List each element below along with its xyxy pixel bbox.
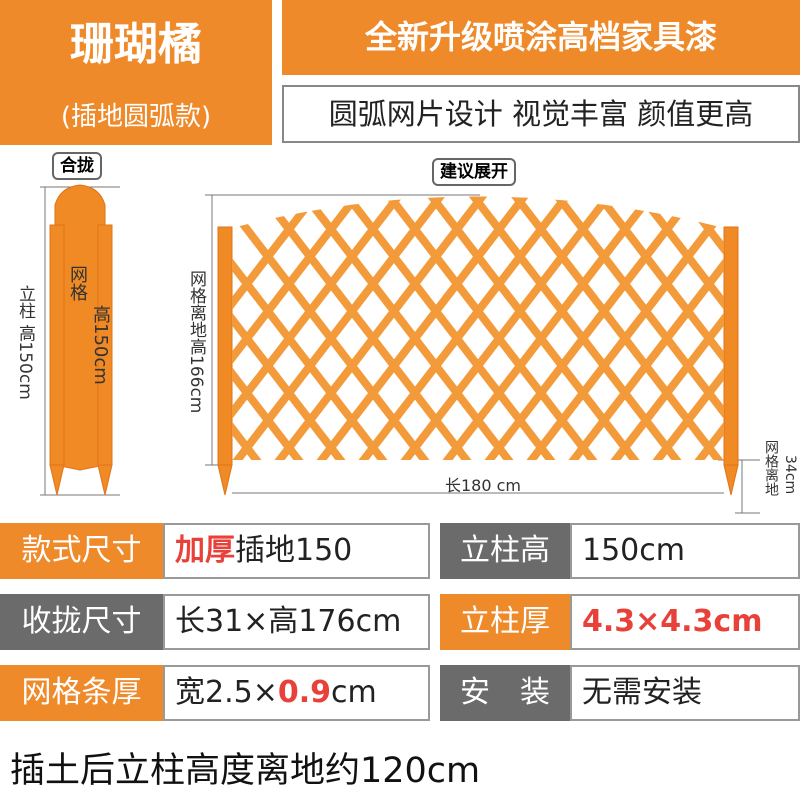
ground-gap-label: 网格离地 <box>763 440 779 496</box>
footer-note: 插土后立柱高度离地约120cm <box>10 751 481 791</box>
folded-tag: 合拢 <box>52 152 102 180</box>
spec-value-part: 0.9 <box>277 675 332 710</box>
grid-label: 网格 <box>67 265 88 301</box>
spec-value: 长31×高176cm <box>163 594 430 650</box>
spec-label: 立柱厚 <box>440 594 570 650</box>
spec-value: 4.3×4.3cm <box>570 594 800 650</box>
spec-value: 150cm <box>570 523 800 579</box>
spec-value: 加厚插地150 <box>163 523 430 579</box>
lattice <box>232 150 800 475</box>
spec-label: 收拢尺寸 <box>0 594 163 650</box>
lattice-bar <box>392 196 650 460</box>
lattice-bar <box>684 196 724 460</box>
spec-label: 网格条厚 <box>0 665 163 721</box>
spec-label: 立柱高 <box>440 523 570 579</box>
lattice-bar <box>434 196 692 460</box>
lattice-bar <box>600 196 724 460</box>
spec-value-part: 加厚 <box>175 533 235 568</box>
post-height: 立柱 高150cm <box>15 285 35 400</box>
lattice-bar <box>730 150 800 475</box>
length: 长180 cm <box>445 476 522 495</box>
header-box: 珊瑚橘 (插地圆弧款) <box>0 0 272 145</box>
lattice-bar <box>518 196 724 460</box>
spec-value-part: 长31×高176cm <box>175 604 402 639</box>
spec-value-part: 宽2.5× <box>175 675 278 710</box>
lattice-bar <box>476 196 724 460</box>
spec-value-part: 无需安装 <box>582 675 702 710</box>
spec-table: 款式尺寸 加厚插地150 立柱高 150cm 收拢尺寸 长31×高176cm 立柱厚 4.3×… <box>0 523 800 721</box>
grid-height: 高150cm <box>90 305 111 385</box>
lattice-bar <box>232 196 314 460</box>
lattice-bar <box>232 196 398 460</box>
lattice-bar <box>232 196 440 460</box>
spec-value-part: cm <box>331 675 377 710</box>
expanded-tag: 建议展开 <box>432 158 516 186</box>
lattice-bar <box>772 150 800 475</box>
fence-diagram <box>40 150 800 514</box>
grid-clearance: 网格离地高166cm <box>186 270 206 414</box>
spec-value-part: 150cm <box>582 533 685 568</box>
spec-label: 款式尺寸 <box>0 523 163 579</box>
lattice-bar <box>232 196 356 460</box>
tagline: 圆弧网片设计 视觉丰富 颜值更高 <box>282 85 800 143</box>
spec-value: 无需安装 <box>570 665 800 721</box>
slogan: 全新升级喷涂高档家具漆 <box>282 0 800 75</box>
title: 珊瑚橘 <box>70 19 202 70</box>
subtitle: (插地圆弧款) <box>60 102 212 132</box>
lattice-bar <box>602 196 724 460</box>
spec-value: 宽2.5×0.9cm <box>163 665 430 721</box>
spec-value-part: 4.3×4.3cm <box>582 604 763 639</box>
spec-label: 安 装 <box>440 665 570 721</box>
spec-value-part: 插地150 <box>235 533 353 568</box>
lattice-bar <box>350 196 608 460</box>
ground-gap: 34cm <box>782 455 798 495</box>
